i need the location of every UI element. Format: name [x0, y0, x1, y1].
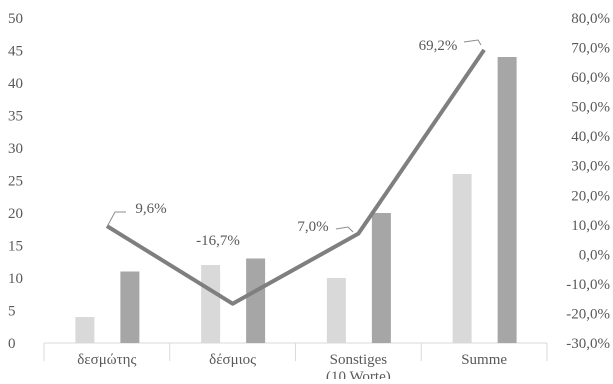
left-axis-tick-label: 5 [8, 304, 16, 320]
bar [452, 174, 472, 343]
bar [371, 213, 391, 343]
data-label-leader-line [335, 226, 354, 233]
line-data-label: 69,2% [419, 38, 458, 54]
left-axis-tick-label: 15 [8, 239, 23, 255]
bar [201, 265, 221, 343]
line-series-path [105, 48, 486, 306]
bar [120, 271, 140, 343]
left-axis-tick-label: 10 [8, 271, 23, 287]
right-axis-tick-label: 80,0% [571, 11, 610, 27]
right-axis-tick-label: 60,0% [571, 70, 610, 86]
right-axis-tick-label: -30,0% [566, 336, 610, 352]
bar [246, 258, 266, 343]
right-axis-tick-label: 20,0% [571, 188, 610, 204]
line-data-label: 7,0% [297, 219, 328, 235]
line-data-label: 9,6% [135, 201, 166, 217]
left-axis-tick-label: 35 [8, 109, 23, 125]
right-axis-tick-label: -20,0% [566, 306, 610, 322]
x-axis-category-label: (10 Worte) [326, 369, 391, 379]
bar [326, 278, 346, 343]
right-axis-tick-label: -10,0% [566, 277, 610, 293]
data-label-leader-line [107, 211, 126, 226]
right-axis-tick-label: 70,0% [571, 41, 610, 57]
right-axis-tick-label: 0,0% [579, 247, 610, 263]
x-axis-category-label: Sonstiges [330, 352, 388, 368]
right-axis-tick-label: 50,0% [571, 100, 610, 116]
data-label-leader-line [463, 39, 482, 46]
left-axis-tick-label: 45 [8, 44, 23, 60]
bars [75, 57, 517, 343]
right-axis-tick-label: 10,0% [571, 218, 610, 234]
x-axis-category-label: δεσμώτης [77, 352, 136, 368]
right-axis-tick-label: 30,0% [571, 159, 610, 175]
x-axis-category-label: Summe [461, 352, 507, 368]
left-axis-tick-label: 50 [8, 11, 23, 27]
data-labels: 9,6% -16,7% 7,0% 69,2% [107, 38, 482, 249]
left-axis-tick-label: 25 [8, 174, 23, 190]
x-axis-category-label: δέσμιος [209, 352, 256, 368]
bar [497, 57, 517, 343]
tick-labels: 0 5 10 15 20 25 30 35 40 45 50 -30,0% -20,0% -10,0% 0,… [8, 11, 610, 384]
left-axis-tick-label: 20 [8, 206, 23, 222]
left-axis-tick-label: 40 [8, 76, 23, 92]
left-axis-tick-label: 0 [8, 336, 16, 352]
line-series [105, 48, 486, 306]
right-axis-tick-label: 40,0% [571, 129, 610, 145]
line-data-label: -16,7% [196, 233, 240, 249]
bar [75, 317, 95, 343]
left-axis-tick-label: 30 [8, 141, 23, 157]
